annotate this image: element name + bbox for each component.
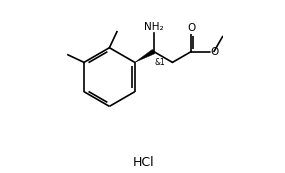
Text: &1: &1 bbox=[154, 58, 165, 67]
Polygon shape bbox=[135, 49, 155, 62]
Text: HCl: HCl bbox=[133, 156, 154, 169]
Text: O: O bbox=[187, 23, 196, 33]
Text: O: O bbox=[211, 47, 219, 57]
Text: NH₂: NH₂ bbox=[144, 22, 163, 32]
